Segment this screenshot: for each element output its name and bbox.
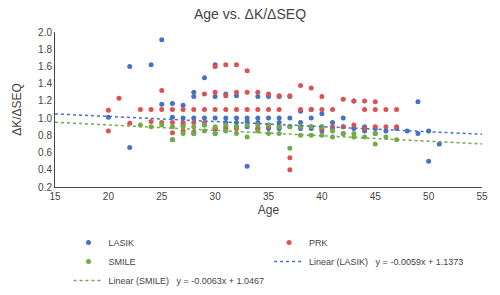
svg-text:1.0: 1.0	[38, 113, 52, 124]
svg-text:50: 50	[423, 191, 435, 202]
svg-text:SMILE: SMILE	[109, 257, 136, 267]
svg-text:ΔK/ΔSEQ: ΔK/ΔSEQ	[10, 83, 24, 136]
svg-text:Age: Age	[258, 203, 280, 217]
svg-text:0.4: 0.4	[38, 164, 52, 175]
svg-text:15: 15	[49, 191, 61, 202]
svg-text:Linear (LASIK) y = -0.0059x: Linear (LASIK) y = -0.0059x + 1.1373	[309, 257, 463, 267]
svg-text:1.4: 1.4	[38, 78, 52, 89]
svg-text:45: 45	[370, 191, 382, 202]
svg-text:2.0: 2.0	[38, 27, 52, 38]
svg-text:25: 25	[156, 191, 168, 202]
svg-text:55: 55	[476, 191, 488, 202]
svg-text:40: 40	[316, 191, 328, 202]
svg-text:1.2: 1.2	[38, 95, 52, 106]
svg-text:1.8: 1.8	[38, 44, 52, 55]
svg-text:Linear (SMILE) y = -0.0063x: Linear (SMILE) y = -0.0063x + 1.0467	[109, 276, 265, 286]
svg-text:PRK: PRK	[309, 238, 328, 248]
svg-text:0.8: 0.8	[38, 130, 52, 141]
svg-text:LASIK: LASIK	[109, 238, 135, 248]
svg-text:0.2: 0.2	[38, 182, 52, 193]
svg-text:35: 35	[263, 191, 275, 202]
svg-text:Age vs. ΔK/ΔSEQ: Age vs. ΔK/ΔSEQ	[194, 6, 306, 22]
svg-text:20: 20	[103, 191, 115, 202]
svg-text:1.6: 1.6	[38, 61, 52, 72]
svg-text:30: 30	[210, 191, 222, 202]
svg-text:0.6: 0.6	[38, 147, 52, 158]
